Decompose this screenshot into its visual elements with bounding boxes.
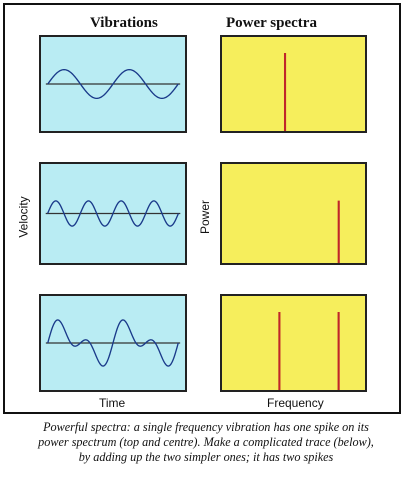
spectrum-plot-bottom bbox=[278, 311, 340, 390]
waveform-trace bbox=[47, 319, 179, 367]
figure-caption: Powerful spectra: a single frequency vib… bbox=[14, 420, 398, 465]
vibration-plot-top bbox=[45, 68, 181, 100]
frequency-axis-label: Frequency bbox=[267, 396, 324, 410]
spectrum-plot-top bbox=[283, 52, 287, 131]
caption-line-3: by adding up the two simpler ones; it ha… bbox=[78, 450, 334, 464]
waveform-trace bbox=[47, 68, 179, 100]
spectrum-panel-top bbox=[220, 35, 367, 133]
vibration-plot-bottom bbox=[45, 319, 181, 367]
caption-line-1: Powerful spectra: a single frequency vib… bbox=[43, 420, 369, 434]
vibration-plot-middle bbox=[45, 200, 181, 227]
waveform-trace bbox=[47, 200, 179, 227]
time-axis-label: Time bbox=[99, 396, 126, 410]
vibration-panel-bottom bbox=[39, 294, 187, 392]
power-spectra-title: Power spectra bbox=[226, 15, 317, 31]
spectrum-plot-middle bbox=[337, 200, 340, 263]
figure-frame: Vibrations Power spectra Velocity Power … bbox=[3, 3, 401, 414]
spectrum-panel-middle bbox=[220, 162, 367, 265]
vibration-panel-top bbox=[39, 35, 187, 133]
caption-line-2: power spectrum (top and centre). Make a … bbox=[38, 435, 374, 449]
velocity-axis-label: Velocity bbox=[16, 196, 31, 238]
vibrations-title: Vibrations bbox=[90, 15, 158, 31]
spectrum-panel-bottom bbox=[220, 294, 367, 392]
power-axis-label: Power bbox=[198, 199, 213, 235]
vibration-panel-middle bbox=[39, 162, 187, 265]
